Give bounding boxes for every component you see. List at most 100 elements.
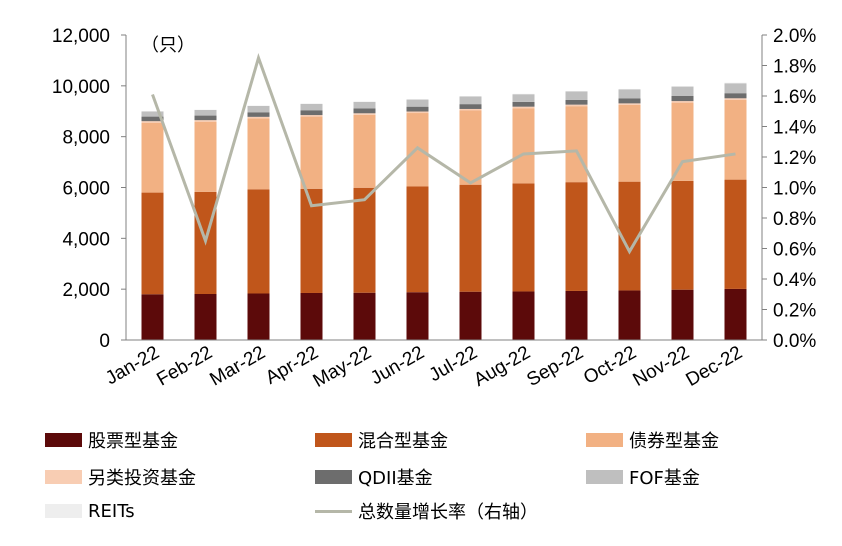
legend-label-growth-line: 总数量增长率（右轴） bbox=[358, 502, 538, 523]
legend-swatch-hybrid bbox=[315, 433, 352, 447]
y2-tick-label: 1.6% bbox=[773, 87, 816, 108]
bar-segment-5-Mar-22 bbox=[247, 105, 270, 113]
bar-segment-2-Aug-22 bbox=[512, 108, 535, 184]
bar-segment-6-Nov-22 bbox=[671, 86, 694, 87]
legend-swatch-fof bbox=[586, 470, 623, 484]
bars-layer bbox=[141, 82, 747, 340]
legend-label-fof: FOF基金 bbox=[629, 468, 700, 489]
bar-segment-1-Mar-22 bbox=[247, 189, 270, 294]
bar-segment-5-Jun-22 bbox=[406, 99, 429, 107]
bar-segment-3-Apr-22 bbox=[300, 115, 323, 117]
legend-item-alternative: 另类投资基金 bbox=[45, 465, 196, 489]
bar-segment-4-Sep-22 bbox=[565, 99, 588, 105]
legend-swatch-qdii bbox=[315, 470, 352, 484]
bar-segment-2-Mar-22 bbox=[247, 118, 270, 190]
legend-item-growth-line: 总数量增长率（右轴） bbox=[315, 499, 538, 523]
bar-segment-4-Apr-22 bbox=[300, 110, 323, 116]
y2-tick-label: 1.0% bbox=[773, 179, 816, 200]
legend-swatch-alternative bbox=[45, 470, 82, 484]
bar-segment-2-Feb-22 bbox=[194, 121, 217, 192]
bar-segment-5-Feb-22 bbox=[194, 109, 217, 116]
bar-segment-0-Dec-22 bbox=[724, 288, 747, 340]
y-tick-label: 6,000 bbox=[62, 179, 110, 200]
y2-tick-label: 0.0% bbox=[773, 331, 816, 352]
unit-label: （只） bbox=[141, 35, 195, 56]
bar-segment-3-Nov-22 bbox=[671, 101, 694, 103]
bar-segment-1-Apr-22 bbox=[300, 188, 323, 293]
bar-segment-3-Jan-22 bbox=[141, 121, 164, 123]
bar-segment-5-Jan-22 bbox=[141, 111, 164, 117]
y2-tick-label: 1.8% bbox=[773, 57, 816, 78]
bar-segment-5-Apr-22 bbox=[300, 103, 323, 111]
bar-segment-1-Jan-22 bbox=[141, 192, 164, 295]
y-tick-label: 0 bbox=[99, 331, 110, 352]
bar-segment-0-Mar-22 bbox=[247, 293, 270, 340]
legend-item-bond: 债券型基金 bbox=[586, 428, 719, 452]
bar-segment-5-Aug-22 bbox=[512, 94, 535, 102]
bar-segment-3-Jun-22 bbox=[406, 111, 429, 114]
y2-tick-label: 2.0% bbox=[773, 26, 816, 47]
bar-segment-4-Mar-22 bbox=[247, 112, 270, 117]
bar-segment-0-Aug-22 bbox=[512, 291, 535, 340]
bar-segment-0-Sep-22 bbox=[565, 290, 588, 340]
bar-segment-5-Oct-22 bbox=[618, 89, 641, 99]
bar-segment-0-May-22 bbox=[353, 292, 376, 340]
bar-segment-2-Jan-22 bbox=[141, 122, 164, 193]
bar-segment-1-Dec-22 bbox=[724, 179, 747, 289]
bar-segment-0-Apr-22 bbox=[300, 292, 323, 340]
bar-segment-1-Jun-22 bbox=[406, 186, 429, 293]
bar-segment-3-Dec-22 bbox=[724, 98, 747, 100]
legend-item-fof: FOF基金 bbox=[586, 465, 700, 489]
bar-segment-0-Jun-22 bbox=[406, 292, 429, 340]
bar-segment-3-Feb-22 bbox=[194, 120, 217, 122]
legend-item-reits: REITs bbox=[45, 499, 135, 523]
legend-label-bond: 债券型基金 bbox=[629, 431, 719, 452]
legend-label-hybrid: 混合型基金 bbox=[358, 431, 448, 452]
bar-segment-5-Nov-22 bbox=[671, 86, 694, 96]
y-ticks-right: 0.0% 0.2% 0.4% 0.6% 0.8% 1.0% 1.2% 1.4% 1.6% 1.8%… bbox=[762, 26, 816, 352]
bar-segment-1-Sep-22 bbox=[565, 182, 588, 291]
bar-segment-6-Dec-22 bbox=[724, 82, 747, 84]
bar-segment-2-Oct-22 bbox=[618, 104, 641, 182]
y2-tick-label: 0.6% bbox=[773, 240, 816, 261]
bar-segment-4-Jan-22 bbox=[141, 116, 164, 122]
y-tick-label: 8,000 bbox=[62, 128, 110, 149]
bar-segment-0-Feb-22 bbox=[194, 294, 217, 340]
bar-segment-3-Mar-22 bbox=[247, 116, 270, 119]
bar-segment-4-Jun-22 bbox=[406, 106, 429, 112]
legend-label-alternative: 另类投资基金 bbox=[88, 468, 196, 489]
y2-tick-label: 0.4% bbox=[773, 270, 816, 291]
bar-segment-4-Jul-22 bbox=[459, 104, 482, 109]
legend-swatch-reits bbox=[45, 504, 82, 518]
y-ticks-left: 0 2,000 4,000 6,000 8,000 10,000 12,000 bbox=[52, 26, 126, 352]
bar-segment-3-May-22 bbox=[353, 113, 376, 115]
bar-segment-3-Jul-22 bbox=[459, 108, 482, 111]
bar-segment-5-Dec-22 bbox=[724, 83, 747, 94]
legend-item-stock: 股票型基金 bbox=[45, 428, 178, 452]
bar-segment-5-May-22 bbox=[353, 101, 376, 109]
y-tick-label: 12,000 bbox=[52, 26, 110, 47]
bar-segment-4-Dec-22 bbox=[724, 93, 747, 99]
bar-segment-5-Sep-22 bbox=[565, 91, 588, 100]
y2-tick-label: 1.2% bbox=[773, 148, 816, 169]
y2-tick-label: 0.2% bbox=[773, 301, 816, 322]
bar-segment-0-Jan-22 bbox=[141, 294, 164, 340]
bar-segment-1-Jul-22 bbox=[459, 184, 482, 292]
legend-item-hybrid: 混合型基金 bbox=[315, 428, 448, 452]
bar-segment-3-Oct-22 bbox=[618, 103, 641, 105]
legend-swatch-bond bbox=[586, 433, 623, 447]
bar-segment-2-Apr-22 bbox=[300, 116, 323, 189]
legend-swatch-growth-line bbox=[315, 509, 352, 513]
y-tick-label: 10,000 bbox=[52, 77, 110, 98]
y-tick-label: 4,000 bbox=[62, 229, 110, 250]
y2-tick-label: 0.8% bbox=[773, 209, 816, 230]
legend-swatch-stock bbox=[45, 433, 82, 447]
bar-segment-4-Nov-22 bbox=[671, 96, 694, 102]
bar-segment-4-Oct-22 bbox=[618, 98, 641, 104]
bar-segment-1-Oct-22 bbox=[618, 181, 641, 291]
bar-segment-0-Nov-22 bbox=[671, 289, 694, 340]
bar-segment-2-Dec-22 bbox=[724, 99, 747, 180]
legend-item-qdii: QDII基金 bbox=[315, 465, 433, 489]
legend-label-reits: REITs bbox=[88, 500, 135, 522]
